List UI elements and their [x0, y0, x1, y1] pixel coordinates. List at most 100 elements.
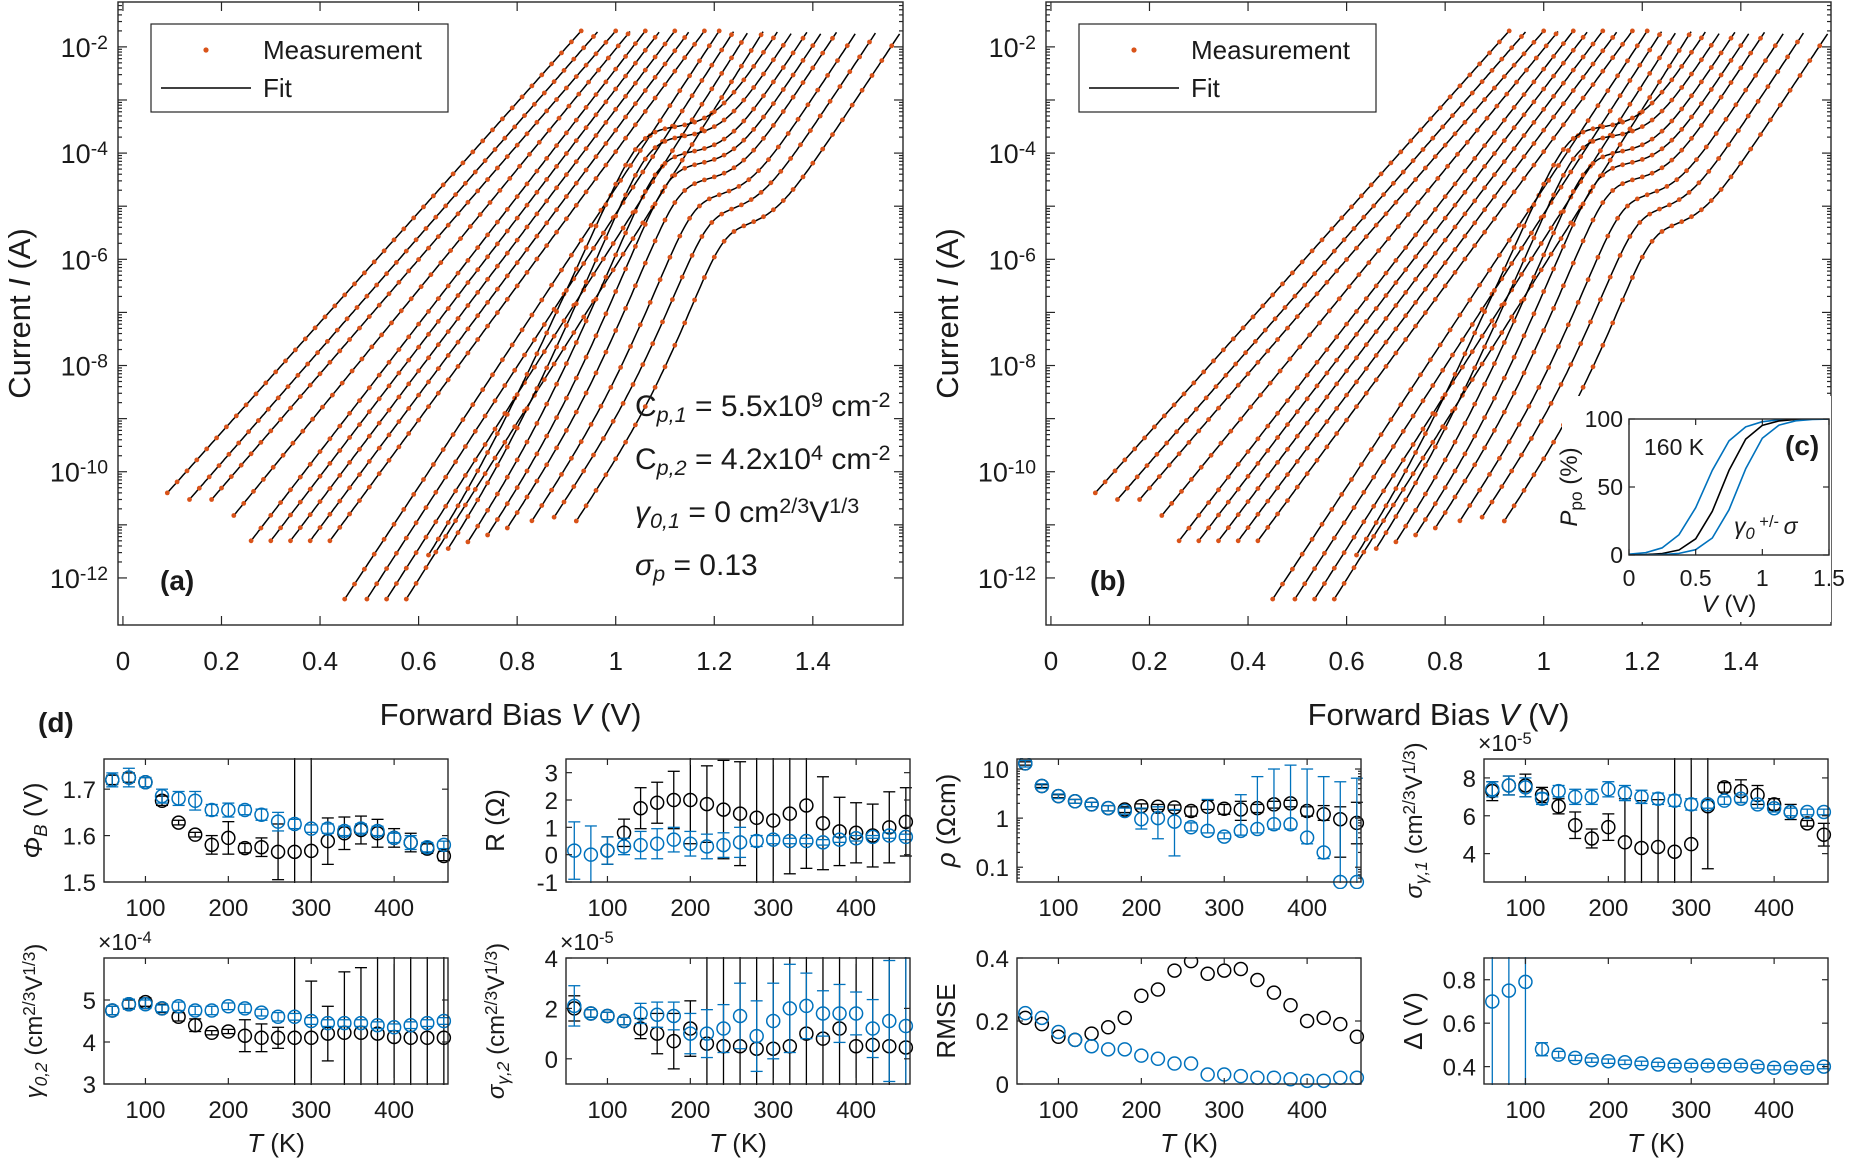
measurement-point	[620, 225, 626, 231]
measurement-point	[408, 296, 414, 302]
measurement-point	[699, 234, 705, 239]
measurement-point	[564, 288, 569, 293]
measurement-point	[1521, 154, 1527, 160]
measurement-point	[1634, 43, 1640, 49]
text-segment: 2/3	[1399, 790, 1419, 814]
measurement-point	[302, 336, 308, 342]
measurement-point	[1223, 372, 1229, 378]
data-point	[666, 832, 682, 847]
measurement-point	[672, 48, 678, 54]
measurement-point	[652, 172, 658, 178]
measurement-point	[1561, 283, 1566, 289]
measurement-point	[1627, 101, 1633, 107]
measurement-point	[325, 339, 330, 344]
x-tick-label: 0.4	[1230, 646, 1266, 676]
measurement-point	[1356, 272, 1362, 278]
text-segment: = 4.2x10	[687, 443, 811, 476]
measurement-point	[1679, 147, 1685, 153]
measurement-point	[583, 167, 589, 173]
data-point	[782, 1001, 798, 1016]
measurement-point	[1467, 503, 1473, 508]
measurement-point	[1324, 444, 1330, 450]
data-point	[1717, 793, 1732, 808]
measurement-point	[435, 319, 441, 324]
data-point	[254, 839, 269, 855]
measurement-point	[1568, 169, 1574, 175]
measurement-point	[593, 112, 599, 118]
measurement-point	[573, 301, 579, 307]
data-point	[337, 823, 352, 839]
measurement-point	[536, 139, 542, 145]
measurement-point	[455, 339, 461, 345]
measurement-point	[1588, 319, 1593, 325]
data-point	[237, 1028, 253, 1043]
data-point	[403, 835, 418, 850]
measurement-point	[1659, 229, 1665, 234]
x-tick-label: 0	[116, 646, 130, 676]
measurement-point	[1189, 477, 1194, 482]
measurement-point	[364, 293, 370, 299]
data-point	[1766, 800, 1782, 816]
y-axis-label: R (Ω)	[480, 789, 510, 852]
data-point	[898, 1018, 914, 1034]
measurement-point	[1590, 41, 1596, 47]
y-tick-label: 0.8	[1443, 968, 1476, 995]
x-tick-label: 400	[1287, 895, 1327, 922]
measurement-point	[844, 43, 850, 49]
measurement-point	[790, 50, 796, 56]
measurement-point	[1349, 477, 1354, 482]
measurement-point	[1455, 151, 1460, 157]
y-axis-label: Current I (A)	[930, 228, 965, 399]
measurement-point	[1521, 112, 1527, 118]
measurement-point	[472, 169, 478, 175]
measurement-point	[330, 392, 335, 398]
measurement-point	[1501, 202, 1507, 208]
data-point	[1816, 804, 1832, 820]
data-point	[1051, 788, 1066, 804]
measurement-point	[1492, 216, 1497, 222]
plot-area	[567, 758, 914, 883]
data-point	[1084, 1038, 1099, 1054]
x-tick-label: 200	[670, 895, 710, 922]
measurement-point	[561, 345, 567, 351]
measurement-point	[1265, 448, 1271, 453]
measurement-point	[1265, 348, 1271, 354]
y-axis-label: σγ,1 (cm2/3V1/3)	[1399, 742, 1431, 898]
y-tick-label: 100	[1585, 406, 1623, 432]
measurement-point	[362, 270, 367, 276]
measurement-point	[455, 364, 461, 369]
measurement-point	[1531, 202, 1537, 208]
measurement-point	[1600, 172, 1606, 178]
measurement-point	[1689, 49, 1694, 55]
measurement-point	[1551, 135, 1556, 141]
x-tick-label: 200	[1588, 1097, 1628, 1124]
measurement-point	[1393, 539, 1399, 545]
data-point	[600, 843, 615, 858]
measurement-point	[1758, 35, 1763, 41]
measurement-point	[561, 68, 567, 73]
measurement-point	[642, 28, 648, 34]
measurement-point	[1590, 161, 1596, 166]
data-point	[187, 1017, 203, 1033]
measurement-point	[1363, 234, 1369, 240]
plot-area	[1092, 28, 1829, 602]
measurement-point	[1255, 359, 1261, 365]
y-tick-label: 0.1	[976, 855, 1009, 882]
measurement-point	[847, 69, 853, 75]
measurement-point	[1521, 296, 1527, 302]
fit-line	[1481, 32, 1805, 518]
measurement-point	[1432, 474, 1438, 480]
measurement-point	[578, 28, 584, 34]
measurement-point	[790, 94, 796, 100]
measurement-point	[571, 56, 577, 62]
measurement-point	[1541, 86, 1547, 92]
measurement-point	[1610, 151, 1616, 156]
measurement-point	[551, 514, 557, 520]
measurement-point	[633, 41, 638, 46]
measurement-point	[573, 375, 579, 381]
measurement-point	[1610, 320, 1616, 326]
measurement-point	[1245, 449, 1251, 454]
measurement-point	[1694, 157, 1699, 163]
measurement-point	[504, 412, 510, 417]
measurement-point	[721, 152, 727, 158]
